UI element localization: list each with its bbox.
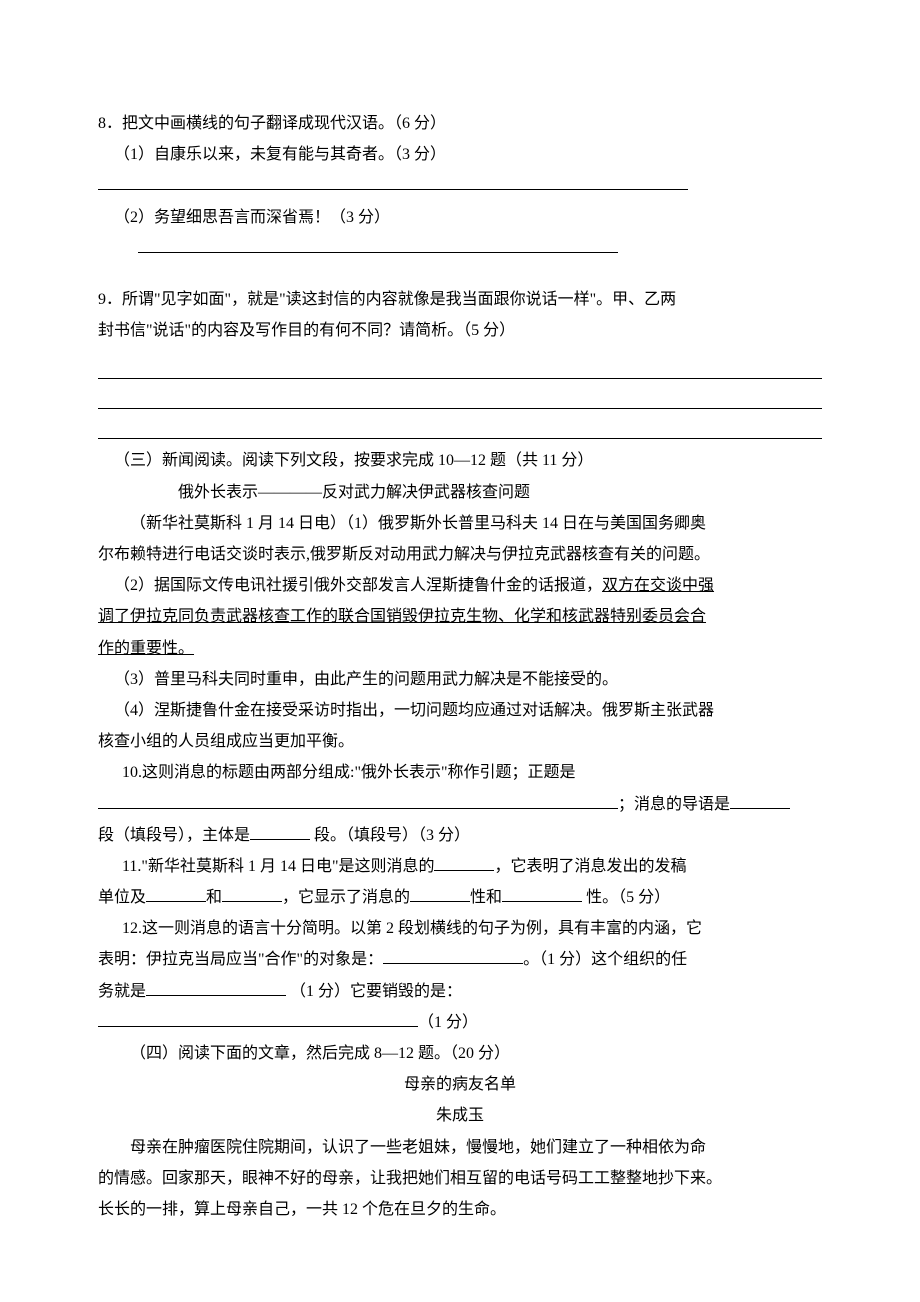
news-p2-c: 作的重要性。: [98, 633, 822, 664]
news-p4-a: （4）涅斯捷鲁什金在接受采访时指出，一切问题均应通过对话解决。俄罗斯主张武器: [98, 695, 822, 726]
essay-author: 朱成玉: [98, 1100, 822, 1131]
section4-heading: （四）阅读下面的文章，然后完成 8—12 题。（20 分）: [98, 1038, 822, 1069]
essay-p1-c: 长长的一排，算上母亲自己，一共 12 个危在旦夕的生命。: [98, 1194, 822, 1225]
news-p2: （2）据国际文传电讯社援引俄外交部发言人涅斯捷鲁什金的话报道，双方在交谈中强: [98, 570, 822, 601]
news-p2-underlined-a: 双方在交谈中强: [602, 577, 714, 594]
q12-line1: 12.这一则消息的语言十分简明。以第 2 段划横线的句子为例，具有丰富的内涵，它: [98, 913, 822, 944]
q11-line2: 单位及和，它显示了消息的性和 性。（5 分）: [98, 882, 822, 913]
essay-title: 母亲的病友名单: [98, 1069, 822, 1100]
q10-line2: ；消息的导语是: [98, 789, 822, 820]
news-p4-b: 核查小组的人员组成应当更加平衡。: [98, 726, 822, 757]
q11-line1: 11."新华社莫斯科 1 月 14 日电"是这则消息的，它表明了消息发出的发稿: [98, 851, 822, 882]
q8-sub1: （1）自康乐以来，未复有能与其奇者。（3 分）: [98, 139, 822, 170]
section3-heading: （三）新闻阅读。阅读下列文段，按要求完成 10—12 题（共 11 分）: [98, 445, 822, 476]
q10-line3: 段（填段号），主体是 段。（填段号）（3 分）: [98, 820, 822, 851]
q8-stem: 8．把文中画横线的句子翻译成现代汉语。（6 分）: [98, 108, 822, 139]
q8-sub2: （2）务望细思吾言而深省焉！（3 分）: [98, 202, 822, 233]
q12-line3: 务就是 （1 分）它要销毁的是：: [98, 976, 822, 1007]
news-p1-prefix: （新华社莫斯科 1 月 14 日电）（1）: [130, 515, 378, 532]
essay-p1-b: 的情感。回家那天，眼神不好的母亲，让我把她们相互留的电话号码工工整整地抄下来。: [98, 1163, 822, 1194]
q8-sub1-answer-line: [98, 170, 822, 201]
q9-stem-line1: 9．所谓"见字如面"，就是"读这封信的内容就像是我当面跟你说话一样"。甲、乙两: [98, 284, 822, 315]
news-p3: （3）普里马科夫同时重申，由此产生的问题用武力解决是不能接受的。: [98, 664, 822, 695]
essay-p1-a: 母亲在肿瘤医院住院期间，认识了一些老姐妹，慢慢地，她们建立了一种相依为命: [98, 1132, 822, 1163]
q9-answer-lines: [98, 348, 822, 439]
q10-line1: 10.这则消息的标题由两部分组成:"俄外长表示"称作引题；正题是: [98, 757, 822, 788]
news-p1-rest: 俄罗斯外长普里马科夫 14 日在与美国国务卿奥: [378, 515, 706, 532]
news-p1: （新华社莫斯科 1 月 14 日电）（1）俄罗斯外长普里马科夫 14 日在与美国…: [98, 508, 822, 539]
q9-stem-line2: 封书信"说话"的内容及写作目的有何不同？请简析。（5 分）: [98, 315, 822, 346]
q8-sub2-answer-line: [98, 233, 822, 264]
q12-line4: （1 分）: [98, 1007, 822, 1038]
q12-line2: 表明：伊拉克当局应当"合作"的对象是：。（1 分）这个组织的任: [98, 944, 822, 975]
news-title: 俄外长表示————反对武力解决伊武器核查问题: [98, 477, 822, 508]
news-p2-b: 调了伊拉克同负责武器核查工作的联合国销毁伊拉克生物、化学和核武器特别委员会合: [98, 601, 822, 632]
news-p1-cont: 尔布赖特进行电话交谈时表示,俄罗斯反对动用武力解决与伊拉克武器核查有关的问题。: [98, 539, 822, 570]
news-p2-prefix: （2）据国际文传电讯社援引俄外交部发言人涅斯捷鲁什金的话报道，: [114, 577, 602, 594]
